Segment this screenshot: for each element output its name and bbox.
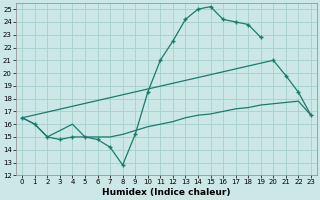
X-axis label: Humidex (Indice chaleur): Humidex (Indice chaleur) bbox=[102, 188, 231, 197]
